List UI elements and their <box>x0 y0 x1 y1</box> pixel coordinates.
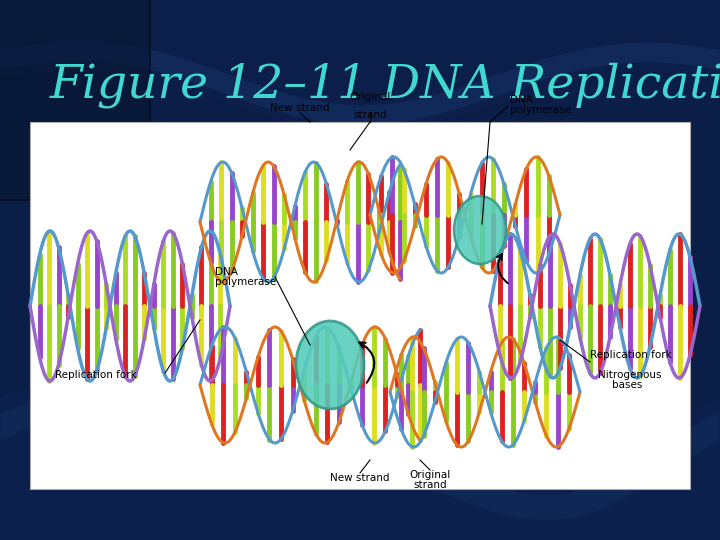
Text: New strand: New strand <box>330 473 390 483</box>
Text: strand: strand <box>354 110 387 120</box>
Ellipse shape <box>454 196 506 264</box>
FancyBboxPatch shape <box>0 0 150 200</box>
Text: DNA: DNA <box>510 95 533 105</box>
Ellipse shape <box>296 321 364 409</box>
Text: Original: Original <box>349 92 391 102</box>
Text: Replication fork: Replication fork <box>55 370 137 380</box>
Text: Replication fork: Replication fork <box>590 350 672 360</box>
Text: Figure 12–11 DNA Replication: Figure 12–11 DNA Replication <box>50 62 720 108</box>
Text: Nitrogenous: Nitrogenous <box>598 370 662 380</box>
Text: strand: strand <box>413 480 447 490</box>
Text: Original: Original <box>410 470 451 480</box>
Text: bases: bases <box>612 380 642 390</box>
Text: polymerase: polymerase <box>215 277 276 287</box>
Text: DNA: DNA <box>215 267 238 277</box>
Text: polymerase: polymerase <box>510 105 571 115</box>
Text: New strand: New strand <box>270 103 330 113</box>
Bar <box>30 122 690 489</box>
